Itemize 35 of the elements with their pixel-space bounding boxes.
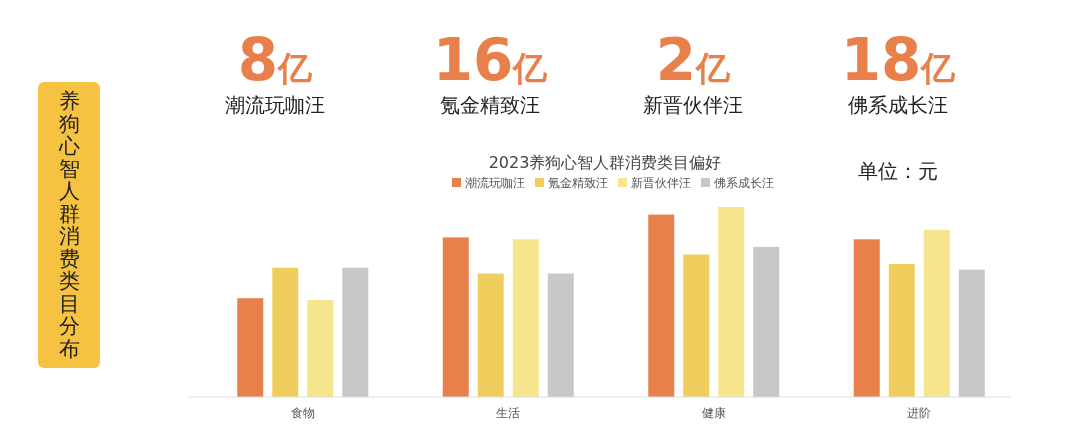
bar [442,237,469,397]
bar [683,254,710,397]
text: 8亿 [237,26,314,94]
bar [547,273,574,397]
bar [477,273,504,397]
bar [307,300,334,397]
bar [648,214,675,397]
text: 18亿 [840,26,957,94]
x-tick-label: 食物 [290,406,315,420]
text: 2亿 [655,26,732,94]
bar [237,298,264,397]
text: 潮流玩咖汪 [225,93,325,117]
legend-label: 新晋伙伴汪 [631,176,691,190]
text: 氪金精致汪 [440,93,540,117]
bar [342,267,369,397]
legend-label: 氪金精致汪 [548,176,608,190]
text: 16亿 [432,26,549,94]
bar [888,264,915,397]
text: 新晋伙伴汪 [643,93,743,117]
bar [512,239,539,397]
x-tick-label: 进阶 [907,406,932,420]
bar [753,246,780,397]
chart-title: 2023养狗心智人群消费类目偏好 [488,153,722,172]
bar [923,229,950,397]
text: 佛系成长汪 [848,93,948,117]
text: 单位：元 [858,159,938,183]
text: 养狗心智人群消费类目分布 [58,89,80,361]
bar [958,269,985,397]
legend-label: 佛系成长汪 [714,176,774,190]
x-tick-label: 生活 [496,406,521,420]
x-tick-label: 健康 [701,406,726,420]
bar [272,267,299,397]
bar [853,239,880,397]
legend-label: 潮流玩咖汪 [465,176,525,190]
bar [718,207,745,397]
